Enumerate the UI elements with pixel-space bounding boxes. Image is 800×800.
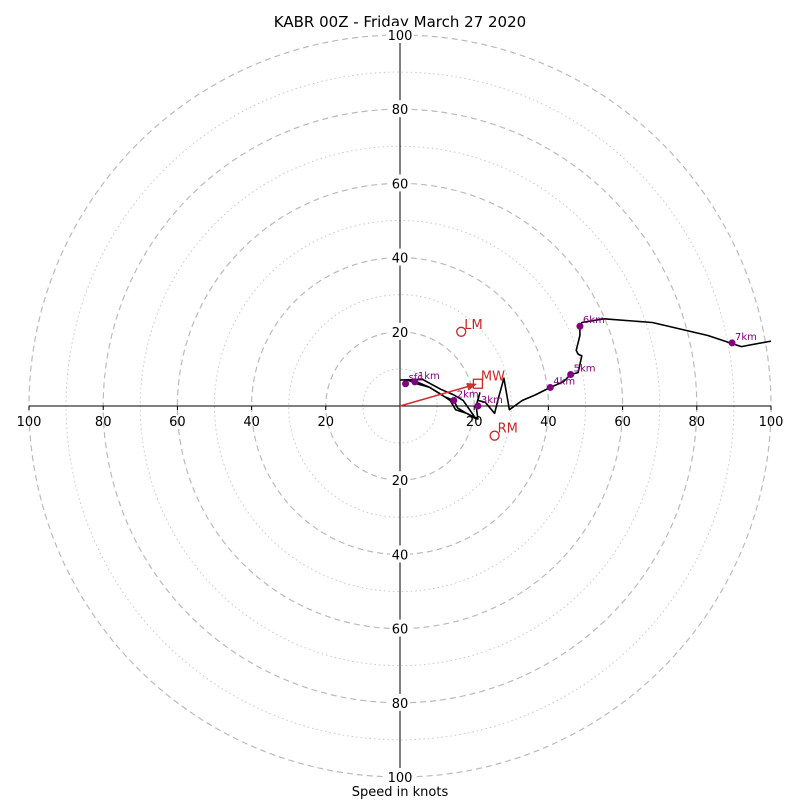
y-tick-label: 100: [388, 771, 413, 786]
km-marker-2km: 2km: [450, 389, 479, 404]
km-marker-1km: 1km: [411, 371, 440, 386]
km-marker-dot: [728, 339, 736, 347]
y-tick-bg: [390, 545, 410, 563]
km-marker-3km: 3km: [474, 395, 503, 410]
y-tick-bg: [386, 26, 414, 43]
storm-motion-label: RM: [498, 422, 518, 437]
y-tick-bg: [390, 248, 410, 266]
x-tick-label: 20: [318, 415, 335, 430]
y-tick-label: 80: [392, 697, 409, 712]
km-marker-label: sfc: [409, 373, 423, 384]
x-tick-label: 60: [614, 415, 631, 430]
storm-motion-markers: LM MW RM: [456, 318, 518, 441]
storm-motion-rm: RM: [489, 422, 518, 441]
km-marker-label: 6km: [583, 315, 605, 326]
y-tick-bg: [390, 693, 410, 711]
km-marker-label: 3km: [481, 395, 503, 406]
km-marker-6km: 6km: [576, 315, 605, 330]
x-tick-labels: 100 80 60 40 20 20 40 60 80 100: [17, 406, 784, 430]
x-tick-label: 40: [540, 415, 557, 430]
x-tick-label: 60: [169, 415, 186, 430]
km-marker-dot: [546, 383, 554, 391]
x-tick-label: 80: [689, 415, 706, 430]
y-tick-bg: [390, 174, 410, 192]
km-marker-label: 7km: [735, 332, 757, 343]
storm-motion-square: [472, 378, 484, 389]
storm-motion-label: MW: [481, 370, 505, 385]
shear-vector: [399, 382, 477, 407]
x-tick-label: 40: [243, 415, 260, 430]
y-tick-bg: [386, 768, 414, 785]
km-marker-dot: [576, 322, 584, 330]
y-tick-label: 40: [392, 548, 409, 563]
km-marker-label: 4km: [553, 376, 575, 387]
y-tick-bg: [390, 100, 410, 118]
km-marker-dot: [411, 378, 419, 386]
km-marker-dot: [402, 380, 410, 388]
km-marker-label: 1km: [418, 371, 440, 382]
y-tick-bg: [390, 619, 410, 637]
km-marker-dot: [567, 370, 575, 378]
storm-motion-mw: MW: [472, 370, 505, 389]
y-tick-label: 20: [392, 474, 409, 489]
y-tick-bg: [390, 471, 410, 489]
km-marker-7km: 7km: [728, 332, 757, 347]
y-tick-label: 100: [388, 29, 413, 44]
shear-arrow: [399, 382, 477, 407]
storm-motion-circle: [489, 430, 500, 441]
y-tick-label: 40: [392, 252, 409, 267]
storm-motion-label: LM: [464, 318, 482, 333]
y-tick-labels: 100 80 60 40 20 20 40 60 80 100: [386, 26, 414, 786]
x-tick-label: 80: [95, 415, 112, 430]
y-tick-label: 60: [392, 623, 409, 638]
x-tick-label: 100: [759, 415, 784, 430]
y-tick-label: 60: [392, 177, 409, 192]
km-marker-label: 2km: [457, 389, 479, 400]
chart-title: KABR 00Z - Friday March 27 2020: [274, 13, 526, 31]
y-tick-bg: [390, 322, 410, 340]
y-tick-label: 80: [392, 103, 409, 118]
km-marker-sfc: sfc: [402, 373, 423, 388]
x-axis-label: Speed in knots: [352, 785, 449, 800]
storm-motion-circle: [456, 326, 467, 337]
storm-motion-lm: LM: [456, 318, 483, 337]
km-marker-4km: 4km: [546, 376, 575, 391]
km-marker-5km: 5km: [567, 363, 596, 378]
km-marker-dot: [474, 402, 482, 410]
y-tick-label: 20: [392, 326, 409, 341]
km-marker-dot: [450, 396, 458, 404]
km-marker-label: 5km: [574, 363, 596, 374]
x-tick-label: 100: [17, 415, 42, 430]
